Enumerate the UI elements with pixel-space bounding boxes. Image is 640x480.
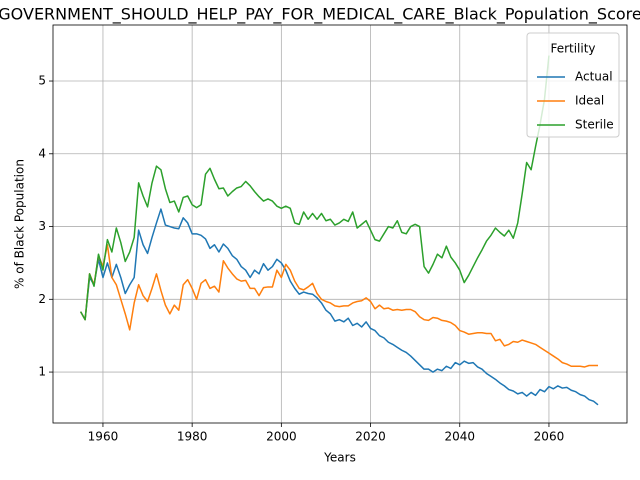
y-tick-label: 5 — [38, 74, 46, 88]
plot-frame — [52, 24, 628, 424]
x-tick-label: 2020 — [355, 430, 386, 444]
legend-title: Fertility — [550, 42, 595, 56]
legend-box — [526, 32, 620, 138]
x-tick-label: 2040 — [444, 430, 475, 444]
line-series — [79, 243, 599, 368]
chart-title: GOVERNMENT_SHOULD_HELP_PAY_FOR_MEDICAL_C… — [0, 5, 640, 25]
y-tick-label: 2 — [38, 292, 46, 306]
x-axis-label: Years — [323, 451, 356, 465]
x-tick-label: 2000 — [266, 430, 297, 444]
y-axis-label: % of Black Population — [13, 159, 27, 289]
x-tick-label: 1980 — [177, 430, 208, 444]
line-series — [79, 208, 599, 406]
y-tick-label: 1 — [38, 365, 46, 379]
legend-label: Sterile — [575, 118, 614, 132]
x-tick-label: 2060 — [534, 430, 565, 444]
y-tick-label: 3 — [38, 219, 46, 233]
legend-label: Ideal — [575, 94, 604, 108]
legend-label: Actual — [575, 70, 613, 84]
line-series — [79, 55, 550, 321]
y-tick-label: 4 — [38, 146, 46, 160]
x-tick-label: 1960 — [88, 430, 119, 444]
